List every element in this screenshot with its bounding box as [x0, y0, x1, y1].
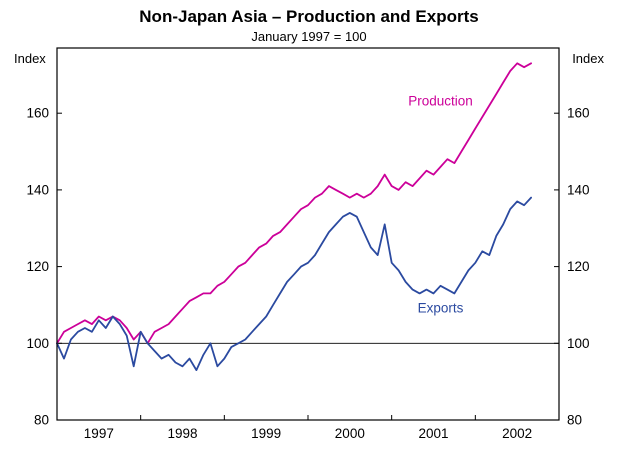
svg-text:1997: 1997: [84, 426, 114, 441]
svg-text:1998: 1998: [167, 426, 197, 441]
svg-text:160: 160: [26, 106, 49, 121]
svg-text:2002: 2002: [502, 426, 532, 441]
svg-text:2000: 2000: [335, 426, 365, 441]
svg-text:1999: 1999: [251, 426, 281, 441]
svg-text:120: 120: [26, 259, 49, 274]
chart-subtitle: January 1997 = 100: [251, 29, 366, 44]
chart-title: Non-Japan Asia – Production and Exports: [139, 7, 478, 26]
y-axis-unit-right: Index: [572, 51, 604, 66]
series-line-exports: [56, 196, 532, 372]
svg-text:160: 160: [567, 106, 590, 121]
series-label-production: Production: [408, 94, 473, 109]
svg-text:120: 120: [567, 259, 590, 274]
svg-text:100: 100: [567, 336, 590, 351]
plot-area: 80 80 100 100 120 120 140 140 160 160 1997 1998 1999…: [26, 47, 590, 441]
series-label-exports: Exports: [418, 301, 464, 316]
svg-text:80: 80: [567, 413, 582, 428]
y-axis-unit-left: Index: [14, 51, 46, 66]
svg-text:2001: 2001: [418, 426, 448, 441]
svg-text:140: 140: [567, 182, 590, 197]
series-line-production: [56, 62, 532, 345]
svg-text:140: 140: [26, 182, 49, 197]
svg-text:80: 80: [34, 413, 49, 428]
svg-text:100: 100: [26, 336, 49, 351]
